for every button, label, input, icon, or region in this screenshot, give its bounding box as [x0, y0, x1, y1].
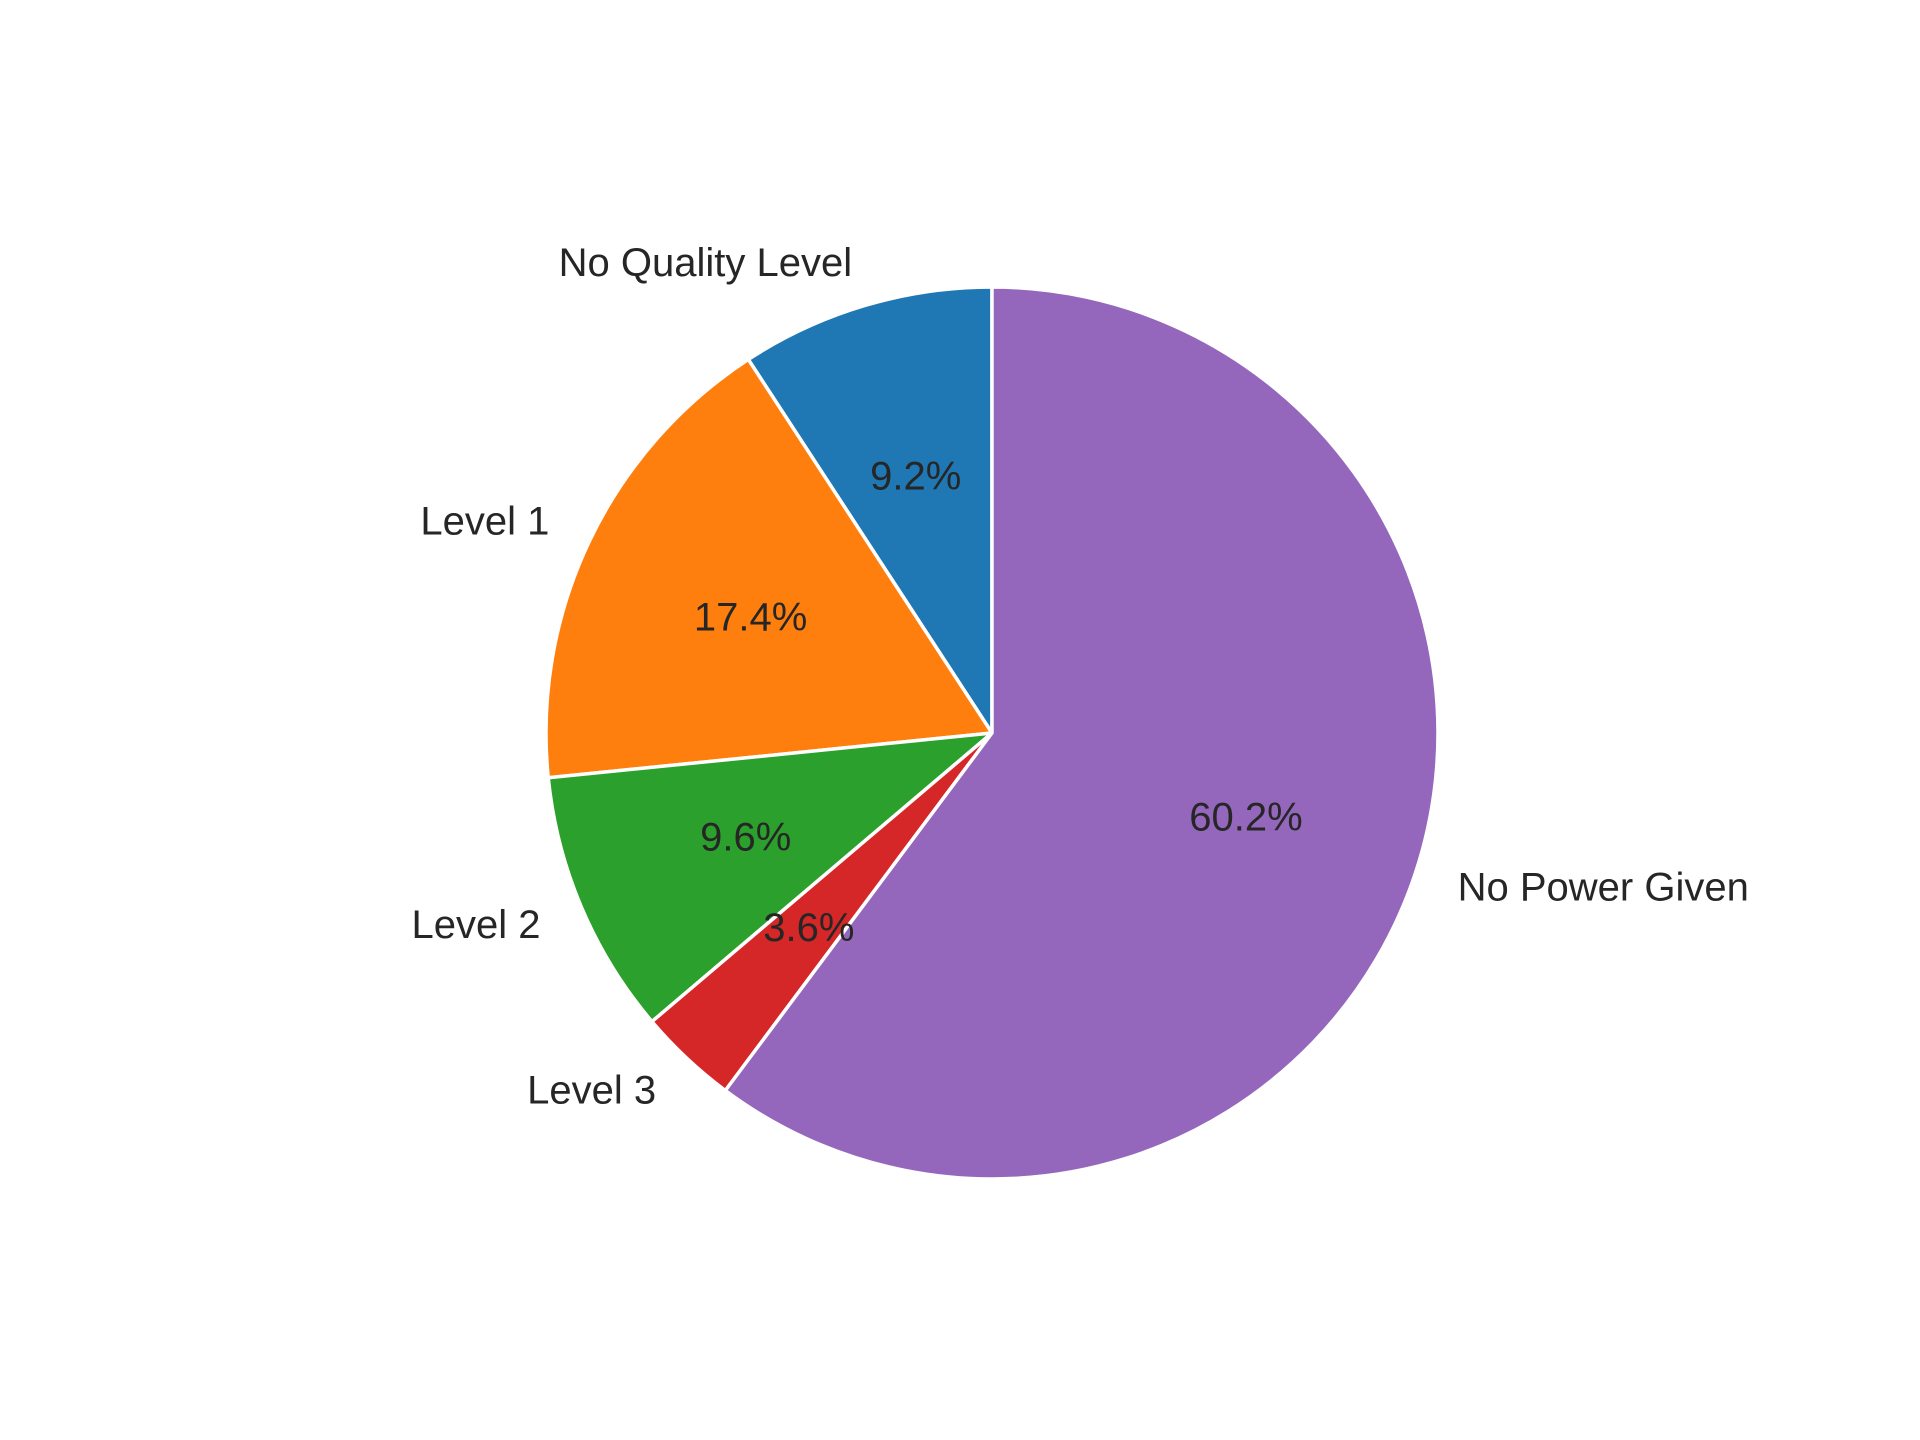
percent-label-level-2: 9.6%: [700, 816, 791, 860]
percent-label-no-quality-level: 9.2%: [870, 455, 961, 499]
percent-label-no-power-given: 60.2%: [1189, 795, 1302, 839]
slice-no-power-given: [723, 285, 1440, 1181]
slice-level-2: [546, 731, 994, 1024]
percent-label-level-3: 3.6%: [763, 906, 854, 950]
category-label-level-2: Level 2: [412, 903, 541, 947]
category-label-level-3: Level 3: [527, 1069, 656, 1113]
category-label-no-power-given: No Power Given: [1458, 866, 1749, 910]
slice-level-1: [544, 357, 994, 780]
category-label-no-quality-level: No Quality Level: [559, 241, 852, 285]
labels-layer: No Quality Level 9.2% Level 1 17.4% Level 2 9…: [412, 241, 1749, 1113]
slice-no-quality-level: [746, 285, 994, 735]
slices-layer: [544, 285, 1440, 1181]
category-label-level-1: Level 1: [420, 499, 549, 543]
percent-label-level-1: 17.4%: [694, 596, 807, 640]
